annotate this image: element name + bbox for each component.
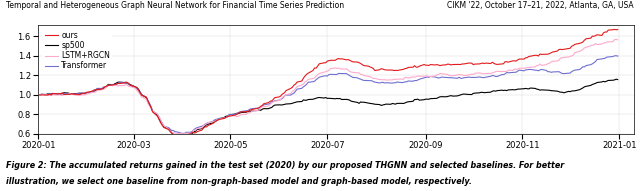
Line: Transformer: Transformer (40, 56, 618, 134)
Line: LSTM+RGCN: LSTM+RGCN (40, 40, 618, 134)
Text: Figure 2: The accumulated returns gained in the test set (2020) by our proposed : Figure 2: The accumulated returns gained… (6, 161, 564, 170)
Legend: ours, sp500, LSTM+RGCN, Transformer: ours, sp500, LSTM+RGCN, Transformer (42, 29, 113, 73)
Text: illustration, we select one baseline from non-graph-based model and graph-based : illustration, we select one baseline fro… (6, 177, 472, 186)
Text: CIKM '22, October 17–21, 2022, Atlanta, GA, USA: CIKM '22, October 17–21, 2022, Atlanta, … (447, 1, 634, 10)
Line: ours: ours (40, 29, 618, 136)
Line: sp500: sp500 (40, 79, 618, 136)
Text: Temporal and Heterogeneous Graph Neural Network for Financial Time Series Predic: Temporal and Heterogeneous Graph Neural … (6, 1, 344, 10)
